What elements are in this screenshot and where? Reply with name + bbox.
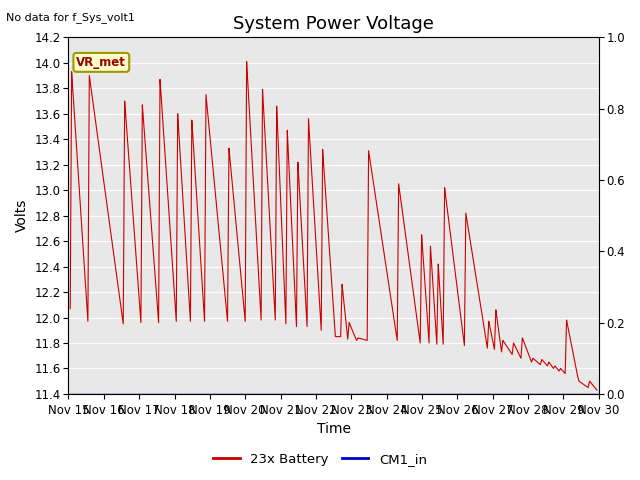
X-axis label: Time: Time xyxy=(317,422,351,436)
Text: VR_met: VR_met xyxy=(76,56,126,69)
Title: System Power Voltage: System Power Voltage xyxy=(233,15,434,33)
Legend: 23x Battery, CM1_in: 23x Battery, CM1_in xyxy=(208,447,432,471)
Text: No data for f_Sys_volt1: No data for f_Sys_volt1 xyxy=(6,12,135,23)
Y-axis label: Volts: Volts xyxy=(15,199,29,232)
